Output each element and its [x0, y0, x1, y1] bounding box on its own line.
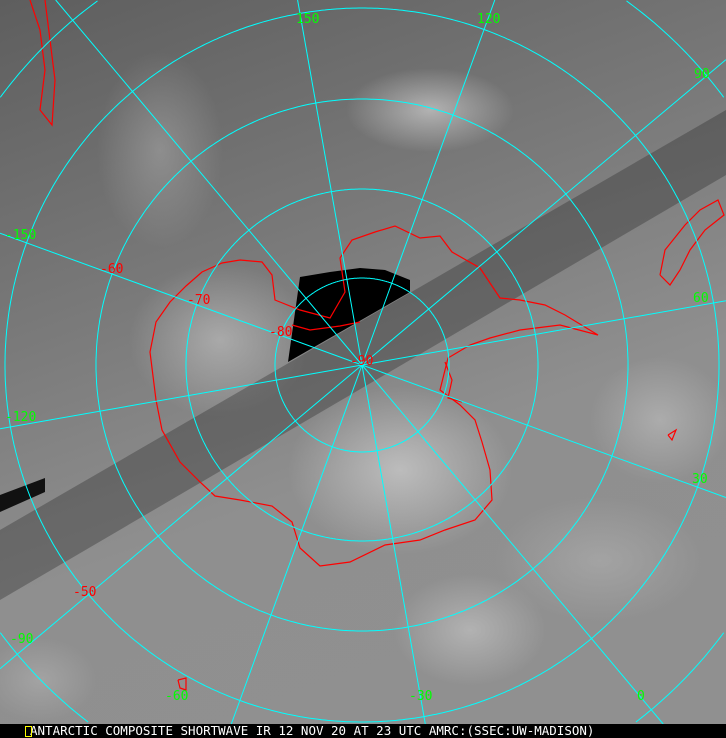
longitude-label-150: 150 — [296, 12, 320, 27]
meridian-line-minus150 — [0, 232, 363, 366]
meridian-line-minus90 — [0, 364, 363, 670]
bouvet-island — [177, 677, 187, 691]
longitude-label-90: 90 — [694, 67, 710, 82]
meridian-line-180 — [55, 0, 363, 366]
ross-ice-shelf — [291, 321, 361, 331]
meridian-line-150 — [297, 0, 363, 366]
latitude-label-minus70: -70 — [187, 293, 211, 308]
longitude-label-minus120: -120 — [5, 410, 37, 425]
latitude-circle-40 — [0, 0, 725, 723]
new-zealand-coastline — [29, 0, 56, 127]
meridian-line-30 — [361, 364, 726, 498]
longitude-label-minus90: -90 — [10, 632, 34, 647]
meridian-line-0 — [361, 364, 664, 725]
latitude-label-minus80: -80 — [269, 325, 293, 340]
longitude-label-0: 0 — [637, 689, 645, 704]
dark-swath-band — [0, 110, 726, 600]
latitude-circle-60 — [95, 98, 629, 632]
meridian-line-minus30 — [361, 364, 426, 725]
longitude-label-minus30: -30 — [409, 689, 433, 704]
antarctica-coastline — [149, 225, 599, 567]
latitude-label-minus90: -90 — [350, 354, 374, 369]
south-georgia-island — [667, 428, 678, 442]
meridian-line-minus60 — [230, 364, 363, 725]
latitude-circle-70 — [185, 188, 539, 542]
longitude-label-minus150: -150 — [5, 228, 37, 243]
meridian-line-90 — [361, 59, 726, 366]
latitude-circle-50 — [4, 7, 720, 723]
yellow-box-marker-icon — [25, 726, 32, 737]
latitude-label-minus60: -60 — [100, 262, 124, 277]
latitude-label-minus50: -50 — [73, 585, 97, 600]
longitude-label-120: 120 — [477, 12, 501, 27]
meridian-line-120 — [361, 0, 496, 366]
latitude-circle-80 — [274, 277, 450, 453]
swath-dark — [0, 110, 726, 600]
caption-text: ANTARCTIC COMPOSITE SHORTWAVE IR 12 NOV … — [30, 723, 595, 738]
longitude-label-30: 30 — [692, 472, 708, 487]
meridian-line-minus120 — [0, 364, 363, 430]
caption-bar: ANTARCTIC COMPOSITE SHORTWAVE IR 12 NOV … — [0, 724, 726, 738]
missing-data-lower-left — [0, 478, 45, 512]
longitude-label-minus60: -60 — [165, 689, 189, 704]
longitude-label-60: 60 — [693, 291, 709, 306]
missing-data-black-region — [288, 268, 410, 362]
south-america-coastline — [659, 199, 725, 286]
meridian-line-60 — [361, 300, 726, 366]
